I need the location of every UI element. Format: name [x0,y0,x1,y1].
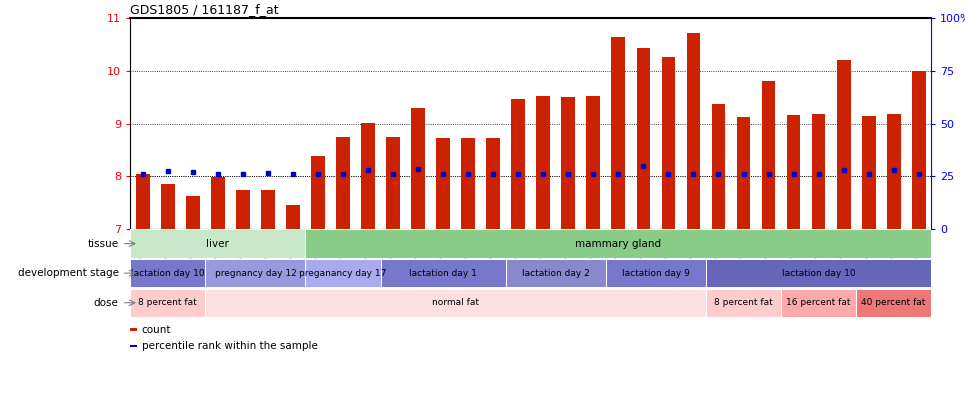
Text: count: count [142,325,172,335]
Text: normal fat: normal fat [432,298,480,307]
Text: liver: liver [207,239,230,249]
Text: 8 percent fat: 8 percent fat [714,298,773,307]
Text: 8 percent fat: 8 percent fat [138,298,197,307]
Text: percentile rank within the sample: percentile rank within the sample [142,341,317,351]
Text: lactation day 2: lactation day 2 [522,269,590,278]
Bar [211,177,225,229]
Bar [286,205,300,229]
Bar [262,190,275,229]
Bar [206,259,306,288]
Bar [812,114,825,229]
Bar [130,229,306,258]
Bar [837,60,850,229]
Text: pregnancy day 12: pregnancy day 12 [214,269,296,278]
Bar [136,174,150,229]
Bar [130,345,137,347]
Bar [612,36,625,229]
Bar [486,138,500,229]
Bar [130,259,206,288]
Bar [706,288,781,317]
Bar [761,81,776,229]
Bar [186,196,200,229]
Bar [786,115,800,229]
Bar [206,288,706,317]
Bar [380,259,506,288]
Bar [887,113,900,229]
Bar [311,156,325,229]
Text: preganancy day 17: preganancy day 17 [299,269,387,278]
Bar [662,57,675,229]
Bar [606,259,706,288]
Text: 16 percent fat: 16 percent fat [786,298,851,307]
Text: mammary gland: mammary gland [575,239,661,249]
Text: lactation day 9: lactation day 9 [622,269,690,278]
Bar [386,137,400,229]
Bar [336,137,350,229]
Text: dose: dose [94,298,119,308]
Bar [361,123,375,229]
Text: development stage: development stage [17,268,119,278]
Bar [781,288,856,317]
Text: tissue: tissue [88,239,119,249]
Bar [562,97,575,229]
Text: lactation day 1: lactation day 1 [409,269,477,278]
Bar [506,259,606,288]
Bar [130,328,137,331]
Bar [862,115,875,229]
Bar [306,259,380,288]
Bar [637,48,650,229]
Text: 40 percent fat: 40 percent fat [862,298,925,307]
Bar [912,71,925,229]
Text: lactation day 10: lactation day 10 [131,269,205,278]
Bar [736,117,751,229]
Bar [856,288,931,317]
Bar [236,190,250,229]
Text: GDS1805 / 161187_f_at: GDS1805 / 161187_f_at [130,3,279,16]
Text: lactation day 10: lactation day 10 [782,269,855,278]
Bar [686,33,701,229]
Bar [711,104,726,229]
Bar [411,108,425,229]
Bar [706,259,931,288]
Bar [306,229,931,258]
Bar [130,288,206,317]
Bar [161,184,175,229]
Bar [511,99,525,229]
Bar [537,96,550,229]
Bar [436,138,450,229]
Bar [587,96,600,229]
Bar [461,138,475,229]
